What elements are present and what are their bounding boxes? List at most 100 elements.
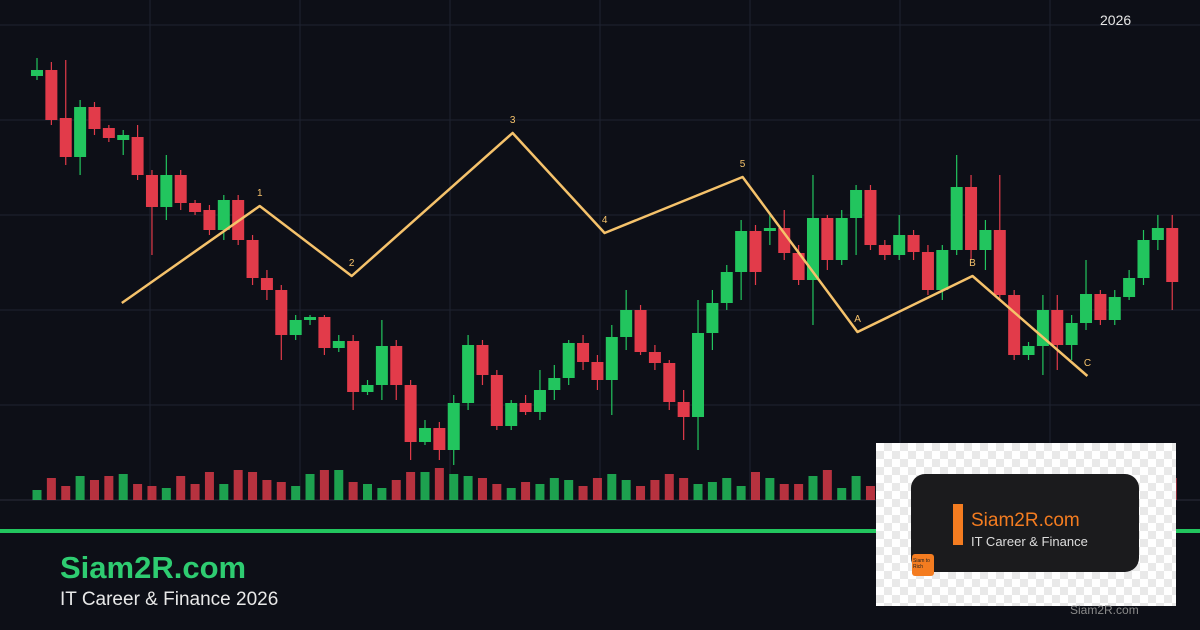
candle-body <box>447 403 460 450</box>
candle-body <box>720 272 733 303</box>
candle-body <box>433 428 446 450</box>
candle-body <box>260 278 273 290</box>
candle-body <box>347 341 360 392</box>
volume-bar <box>621 480 631 500</box>
volume-bar <box>521 482 531 500</box>
candle-body <box>620 310 633 337</box>
candle-body <box>505 403 518 426</box>
volume-bar <box>707 482 717 500</box>
volume-bar <box>449 474 459 500</box>
volume-bar <box>765 478 775 500</box>
candle-body <box>979 230 992 250</box>
logo-card-backdrop: Siam2R.com IT Career & Finance Siam to R… <box>876 443 1176 606</box>
volume-bar <box>779 484 789 500</box>
candle-body <box>993 230 1006 295</box>
candle-body <box>519 403 532 412</box>
candle-body <box>605 337 618 380</box>
candle-body <box>921 252 934 290</box>
candle-body <box>418 428 431 442</box>
candle-body <box>821 218 834 260</box>
volume-bar <box>477 478 487 500</box>
volume-bar <box>334 470 344 500</box>
volume-bar <box>851 476 861 500</box>
wave-line <box>121 131 1089 377</box>
volume-bar <box>276 482 286 500</box>
candle-body <box>677 402 690 417</box>
candle-body <box>462 345 475 403</box>
candle-body <box>318 317 331 348</box>
volume-bar <box>463 476 473 500</box>
accent-bar <box>953 504 963 545</box>
volume-bar <box>219 484 229 500</box>
volume-bar <box>822 470 832 500</box>
wave-label: 4 <box>602 215 608 226</box>
candle-body <box>648 352 661 363</box>
candle-body <box>1137 240 1150 278</box>
candle-body <box>878 245 891 255</box>
candle-body <box>1022 346 1035 355</box>
candle-body <box>59 118 72 157</box>
volume-bar <box>305 474 315 500</box>
volume-bar <box>592 478 602 500</box>
volume-bar <box>104 476 114 500</box>
logo-card: Siam2R.com IT Career & Finance Siam to R… <box>911 474 1139 576</box>
candle-body <box>548 378 561 390</box>
candle-body <box>217 200 230 230</box>
wave-label: C <box>1084 358 1091 369</box>
volume-bar <box>248 472 258 500</box>
candle-body <box>361 385 374 392</box>
volume-bar <box>190 484 200 500</box>
year-label: 2026 <box>1100 12 1132 28</box>
wave-label: 3 <box>510 115 516 126</box>
candle-body <box>117 135 130 140</box>
volume-bar <box>506 488 516 500</box>
candle-body <box>864 190 877 245</box>
volume-bar <box>363 484 373 500</box>
volume-bar <box>391 480 401 500</box>
wave-label: 1 <box>257 188 263 199</box>
volume-bar <box>650 480 660 500</box>
candle-body <box>806 218 819 280</box>
volume-bar <box>46 478 56 500</box>
volume-bar <box>693 484 703 500</box>
candle-body <box>102 128 115 138</box>
candle-body <box>246 240 259 278</box>
candle-body <box>591 362 604 380</box>
candle-body <box>1094 294 1107 320</box>
candle-body <box>1051 310 1064 345</box>
candle-body <box>792 253 805 280</box>
candle-body <box>749 231 762 272</box>
volume-bar <box>89 480 99 500</box>
volume-bar <box>291 486 301 500</box>
candle-body <box>31 70 43 76</box>
candle-body <box>577 343 590 362</box>
candle-body <box>390 346 403 385</box>
volume-bar <box>736 486 746 500</box>
candle-body <box>907 235 920 252</box>
candle-body <box>304 317 317 320</box>
candle-body <box>1008 295 1021 355</box>
candle-body <box>850 190 863 218</box>
volume-bar <box>204 472 214 500</box>
volume-bar <box>664 474 674 500</box>
candle-body <box>692 333 705 417</box>
candle-body <box>634 310 647 352</box>
volume-bar <box>233 470 243 500</box>
candle-body <box>189 203 202 212</box>
volume-bar <box>535 484 545 500</box>
volume-bar <box>607 474 617 500</box>
volume-bar <box>564 480 574 500</box>
candle-body <box>275 290 288 335</box>
volume-bar <box>722 478 732 500</box>
volume-bar <box>794 484 804 500</box>
candle-body <box>45 70 58 120</box>
watermark: Siam2R.com <box>1070 603 1139 617</box>
candle-body <box>663 363 676 402</box>
candle-body <box>1151 228 1164 240</box>
volume-bar <box>133 484 143 500</box>
candle-body <box>332 341 345 348</box>
candle-body <box>131 137 144 175</box>
candle-body <box>1036 310 1049 346</box>
candle-body <box>375 346 388 385</box>
